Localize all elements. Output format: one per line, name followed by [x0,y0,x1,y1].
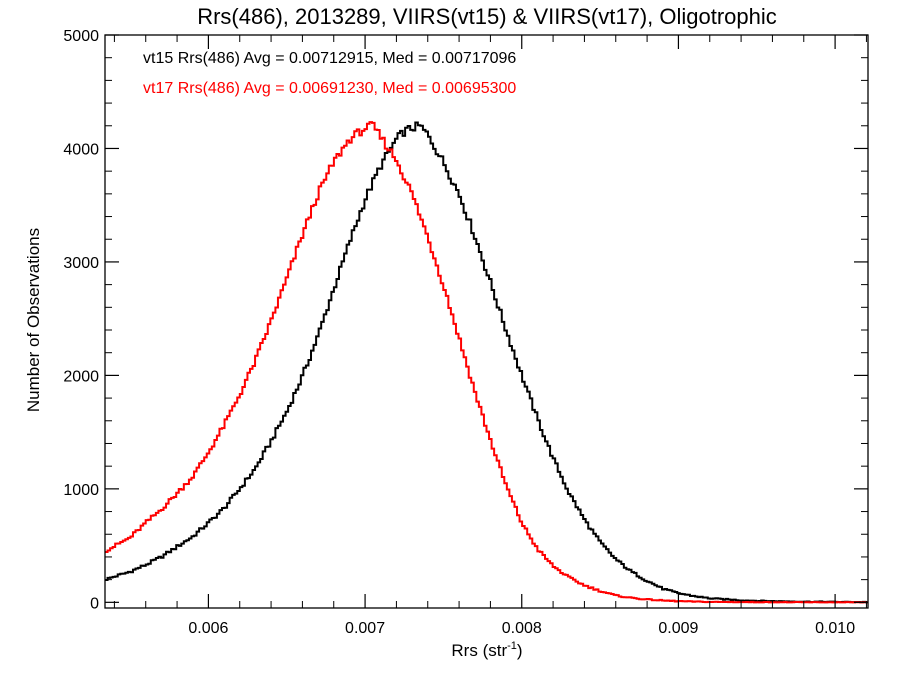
x-tick-label: 0.010 [815,620,855,637]
y-tick-label: 2000 [63,368,99,385]
plot-area: 0.006 0.007 0.008 0.009 0.010 0 1000 2000 3000 40… [63,28,869,637]
chart-title: Rrs(486), 2013289, VIIRS(vt15) & VIIRS(v… [197,4,777,29]
x-tick-label: 0.007 [345,620,385,637]
y-tick-label: 0 [90,595,99,612]
annotation-vt17: vt17 Rrs(486) Avg = 0.00691230, Med = 0.… [143,80,516,97]
x-tick-label: 0.006 [188,620,228,637]
x-tick-label: 0.008 [502,620,542,637]
y-tick-label: 4000 [63,141,99,158]
series-line-0 [105,121,868,604]
x-axis-label-sup: -1 [507,640,517,652]
x-axis-label-close: ) [517,641,523,660]
x-axis-label-base: Rrs (str [451,641,507,660]
y-tick-label: 5000 [63,28,99,45]
y-tick-label: 3000 [63,255,99,272]
x-tick-label: 0.009 [658,620,698,637]
y-tick-label: 1000 [63,482,99,499]
plot-frame [104,34,869,609]
series-line-1 [105,121,868,604]
annotation-vt15: vt15 Rrs(486) Avg = 0.00712915, Med = 0.… [143,50,516,67]
x-axis-label: Rrs (str-1) [451,640,522,660]
y-axis-label: Number of Observations [24,228,43,412]
